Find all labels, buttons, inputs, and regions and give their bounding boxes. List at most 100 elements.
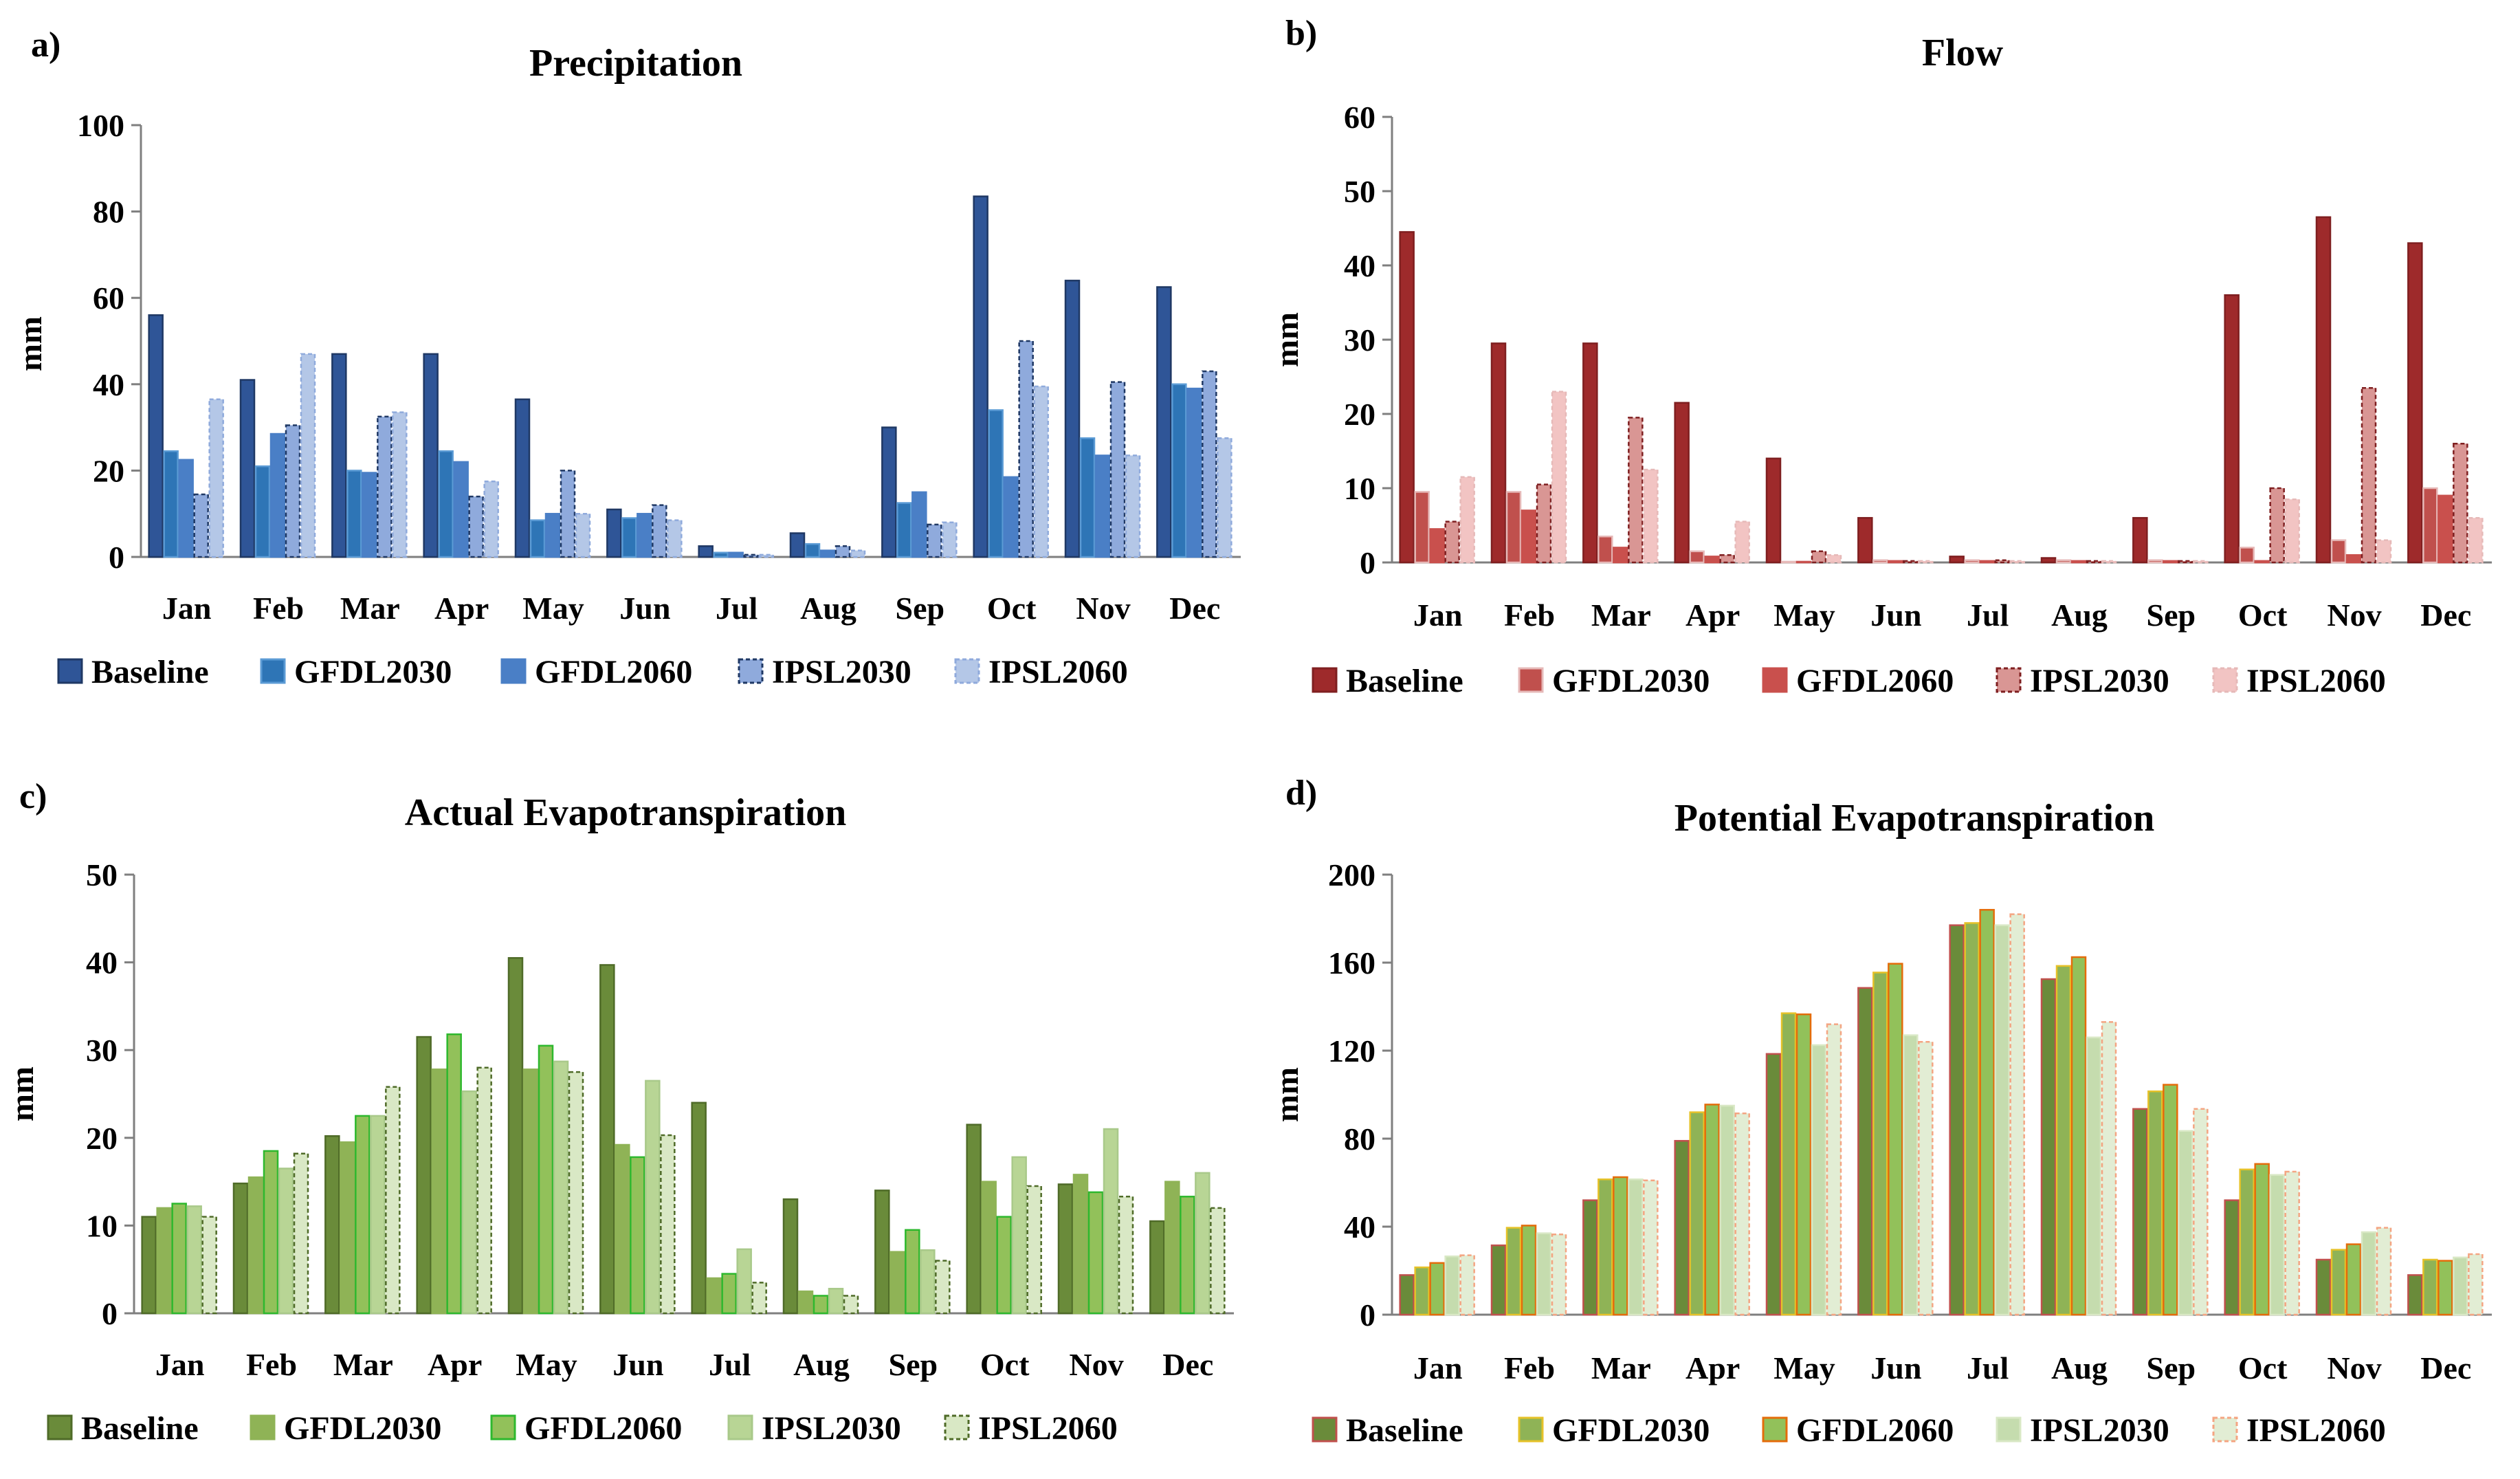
bar-baseline-oct xyxy=(973,195,988,558)
bar-gfdl2030-oct xyxy=(2239,547,2255,564)
x-tick-label: May xyxy=(1773,598,1835,633)
bar-ipsl2060-mar xyxy=(1643,468,1659,564)
panel-a: a) Precipitation mm 0 20 40 60 80 100 Jan Feb Mar Ap… xyxy=(12,25,1241,690)
legend-swatch-baseline xyxy=(47,1414,73,1440)
panel-letter: b) xyxy=(1285,14,1317,53)
bar-ipsl2030-oct xyxy=(2269,487,2285,564)
legend-swatch-ipsl2060 xyxy=(2212,1416,2238,1443)
bar-ipsl2060-sep xyxy=(942,521,958,558)
y-tick-label: 160 xyxy=(1328,945,1375,980)
bar-baseline-may xyxy=(514,398,531,558)
bar-ipsl2060-apr xyxy=(476,1066,492,1315)
bar-gfdl2030-may xyxy=(529,519,546,558)
bar-gfdl2060-mar xyxy=(1613,1176,1628,1316)
bar-ipsl2060-mar xyxy=(1643,1179,1659,1316)
bar-gfdl2060-oct xyxy=(2254,1163,2270,1316)
bar-ipsl2060-jun xyxy=(1918,1040,1934,1316)
legend-swatch-ipsl2030 xyxy=(738,658,764,684)
bar-ipsl2030-nov xyxy=(2361,1231,2377,1316)
panel-letter: a) xyxy=(31,25,60,65)
legend: Baseline GFDL2030 GFDL2060 IPSL2030 IPSL2060 xyxy=(57,654,1128,690)
bar-gfdl2060-jul xyxy=(721,1273,737,1315)
legend-label-gfdl2060: GFDL2060 xyxy=(535,654,692,690)
y-tick-label: 80 xyxy=(93,195,124,230)
bar-baseline-jan xyxy=(148,314,164,558)
bar-baseline-dec xyxy=(1156,286,1172,558)
legend-label-ipsl2030: IPSL2030 xyxy=(762,1410,901,1447)
x-tick-label: Feb xyxy=(246,1347,297,1382)
legend: Baseline GFDL2030 GFDL2060 IPSL2030 IPSL2060 xyxy=(1312,663,2386,699)
legend-label-ipsl2060: IPSL2060 xyxy=(978,1410,1118,1447)
legend-label-gfdl2030: GFDL2030 xyxy=(294,654,452,690)
bar-gfdl2030-oct xyxy=(988,409,1004,558)
bar-baseline-apr xyxy=(1674,402,1690,564)
bar-gfdl2030-dec xyxy=(2422,1258,2438,1316)
bar-gfdl2060-jan xyxy=(178,459,194,558)
bar-ipsl2060-jan xyxy=(208,398,224,558)
bar-ipsl2030-jul xyxy=(743,554,759,558)
x-tick-label: Jul xyxy=(709,1347,751,1382)
bar-gfdl2030-jul xyxy=(1964,922,1980,1316)
bar-baseline-dec xyxy=(1149,1220,1165,1315)
y-tick-label: 0 xyxy=(102,1296,118,1331)
bar-baseline-sep xyxy=(874,1190,890,1315)
y-axis-label: mm xyxy=(1269,1067,1305,1122)
bar-ipsl2030-jun xyxy=(645,1080,661,1315)
y-tick-label: 50 xyxy=(86,857,118,892)
bar-baseline-mar xyxy=(1582,342,1598,564)
panel-letter: c) xyxy=(19,777,47,816)
bar-ipsl2030-mar xyxy=(1628,417,1644,564)
bar-ipsl2060-feb xyxy=(1551,391,1567,564)
bar-ipsl2030-dec xyxy=(2453,442,2468,564)
legend-label-gfdl2030: GFDL2030 xyxy=(1552,663,1710,699)
x-tick-label: Oct xyxy=(2238,1350,2288,1385)
bar-baseline-oct xyxy=(2224,1199,2240,1316)
bar-baseline-may xyxy=(1765,1053,1782,1316)
legend-swatch-gfdl2030 xyxy=(260,658,286,684)
bar-gfdl2030-mar xyxy=(1598,1178,1613,1316)
bar-gfdl2030-jan xyxy=(1414,491,1430,564)
bar-gfdl2030-jan xyxy=(1414,1266,1430,1316)
panel-b: b) Flow mm 0 10 20 30 40 50 60 Jan Feb Mar Apr May Jun J… xyxy=(1269,14,2492,699)
panel-c: c) Actual Evapotranspiration mm 0 10 20 30 40 50… xyxy=(4,777,1234,1447)
legend-label-ipsl2030: IPSL2030 xyxy=(772,654,911,690)
legend-swatch-ipsl2030 xyxy=(1996,667,2022,693)
legend-swatch-ipsl2060 xyxy=(954,658,980,684)
legend-swatch-gfdl2060 xyxy=(1762,1416,1788,1443)
bar-ipsl2060-apr xyxy=(483,480,499,558)
y-tick-label: 80 xyxy=(1344,1121,1375,1157)
bar-ipsl2030-feb xyxy=(1536,483,1552,564)
chart-title: Flow xyxy=(1922,32,2004,74)
bar-ipsl2030-nov xyxy=(2361,386,2377,564)
x-tick-label: Sep xyxy=(889,1347,938,1382)
x-tick-label: Dec xyxy=(1169,591,1220,626)
bar-gfdl2030-dec xyxy=(1171,383,1187,558)
x-tick-label: Sep xyxy=(2147,1350,2196,1385)
x-tick-label: Oct xyxy=(987,591,1037,626)
bar-ipsl2030-sep xyxy=(920,1249,936,1315)
legend-swatch-ipsl2060 xyxy=(2212,667,2238,693)
legend-swatch-baseline xyxy=(1312,667,1338,693)
bar-gfdl2060-jun xyxy=(1888,963,1903,1316)
legend-label-baseline: Baseline xyxy=(81,1410,199,1447)
legend-swatch-baseline xyxy=(1312,1416,1338,1443)
bar-baseline-dec xyxy=(2407,242,2423,564)
x-tick-label: Jan xyxy=(1413,598,1463,633)
bar-gfdl2030-feb xyxy=(254,465,271,558)
bar-ipsl2030-mar xyxy=(377,415,393,558)
bar-gfdl2060-apr xyxy=(446,1033,462,1315)
y-tick-label: 200 xyxy=(1328,857,1375,892)
bar-gfdl2030-apr xyxy=(1689,550,1705,564)
y-tick-label: 60 xyxy=(1344,100,1375,135)
legend-swatch-ipsl2030 xyxy=(727,1414,753,1440)
y-axis-label: mm xyxy=(12,316,49,371)
legend-label-gfdl2060: GFDL2060 xyxy=(1796,1412,1954,1449)
bar-gfdl2030-jun xyxy=(1872,972,1888,1316)
bar-ipsl2030-jul xyxy=(1994,924,2010,1316)
bar-baseline-mar xyxy=(331,353,347,558)
bar-gfdl2030-mar xyxy=(340,1141,355,1315)
bar-gfdl2030-jan xyxy=(156,1207,172,1315)
bar-gfdl2030-jun xyxy=(1872,559,1888,564)
legend-label-ipsl2060: IPSL2060 xyxy=(2246,1412,2386,1449)
